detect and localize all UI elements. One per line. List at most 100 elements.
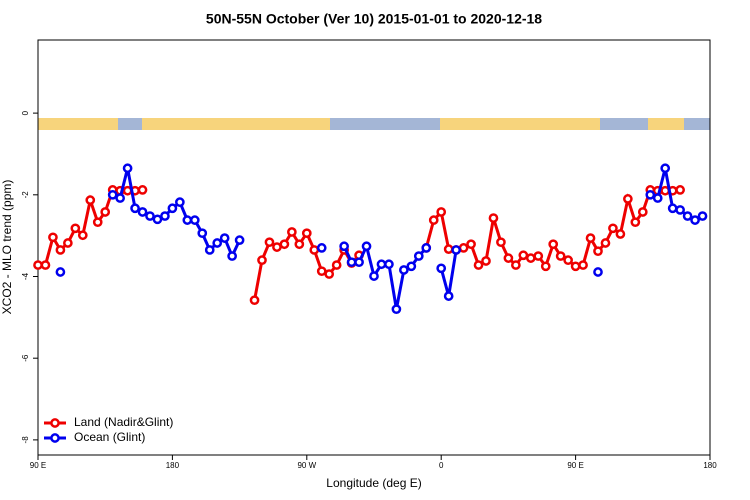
point	[204, 245, 215, 255]
x-tick-label: 180	[703, 461, 717, 470]
point	[279, 239, 290, 250]
point	[324, 269, 335, 279]
point	[481, 256, 491, 266]
point	[488, 213, 499, 223]
point	[563, 255, 573, 266]
point	[354, 257, 364, 268]
point	[339, 241, 349, 252]
point	[428, 215, 439, 225]
point	[331, 260, 342, 270]
point	[660, 163, 671, 174]
point	[272, 242, 282, 252]
point	[652, 193, 663, 203]
point	[608, 223, 618, 234]
x-tick-label: 0	[439, 461, 444, 470]
point	[675, 205, 685, 215]
point	[115, 193, 125, 203]
plot-frame	[37, 39, 711, 456]
x-tick-label: 180	[166, 461, 180, 470]
point	[570, 261, 581, 272]
legend-label: Ocean (Glint)	[74, 430, 145, 444]
point	[219, 233, 230, 243]
series-line	[439, 249, 458, 297]
point	[287, 227, 297, 237]
point	[503, 253, 514, 263]
point	[122, 163, 133, 174]
point	[496, 237, 506, 248]
y-tick-label: 0	[21, 110, 30, 115]
point	[77, 230, 88, 241]
x-axis-label: Longitude (deg E)	[326, 476, 421, 490]
x-tick-label: 90 W	[297, 461, 316, 470]
point	[413, 251, 424, 261]
point	[85, 195, 96, 205]
point	[443, 291, 454, 301]
point	[145, 211, 155, 221]
point	[100, 207, 111, 217]
point	[40, 260, 51, 270]
point	[346, 257, 357, 268]
point	[197, 228, 208, 239]
series-line	[424, 188, 681, 270]
point	[458, 243, 469, 253]
point	[92, 217, 103, 228]
point	[212, 238, 223, 248]
point	[376, 259, 387, 270]
point	[593, 246, 603, 257]
point	[384, 259, 394, 270]
point	[182, 215, 193, 225]
point	[361, 241, 372, 252]
point	[399, 265, 409, 275]
point	[63, 238, 73, 248]
point	[257, 255, 267, 266]
point	[675, 185, 685, 195]
point	[623, 194, 633, 204]
point	[316, 243, 327, 253]
point	[525, 253, 536, 263]
point	[637, 207, 648, 217]
point	[578, 260, 588, 270]
legend-label: Land (Nadir&Glint)	[74, 415, 173, 429]
point	[600, 238, 611, 248]
x-tick-label: 90 E	[30, 461, 46, 470]
point	[555, 251, 566, 261]
point	[466, 239, 476, 250]
point	[107, 189, 118, 200]
point	[593, 267, 603, 277]
point	[137, 207, 148, 217]
y-axis-label: XCO2 - MLO trend (ppm)	[0, 180, 14, 315]
point	[294, 239, 305, 250]
point	[264, 237, 275, 248]
point	[137, 185, 148, 195]
legend-marker	[50, 433, 60, 443]
point	[167, 203, 178, 214]
x-tick-label: 90 E	[567, 461, 583, 470]
point	[682, 211, 693, 221]
point	[473, 260, 484, 270]
point	[160, 211, 170, 221]
point	[189, 215, 200, 225]
point	[369, 271, 379, 281]
point	[436, 207, 447, 217]
point	[130, 203, 140, 214]
point	[152, 214, 163, 225]
point	[630, 217, 641, 228]
y-tick-label: -2	[21, 191, 30, 199]
point	[55, 267, 66, 277]
point	[451, 245, 461, 255]
point	[234, 235, 245, 245]
y-tick-label: -6	[21, 354, 30, 362]
point	[511, 260, 521, 270]
point	[309, 245, 320, 255]
point	[645, 189, 656, 200]
point	[175, 197, 185, 208]
point	[33, 260, 43, 270]
point	[540, 261, 551, 272]
point	[443, 244, 454, 254]
point	[316, 266, 327, 277]
point	[533, 251, 544, 261]
point	[48, 232, 58, 243]
point	[249, 295, 260, 306]
y-tick-label: -4	[21, 272, 30, 280]
